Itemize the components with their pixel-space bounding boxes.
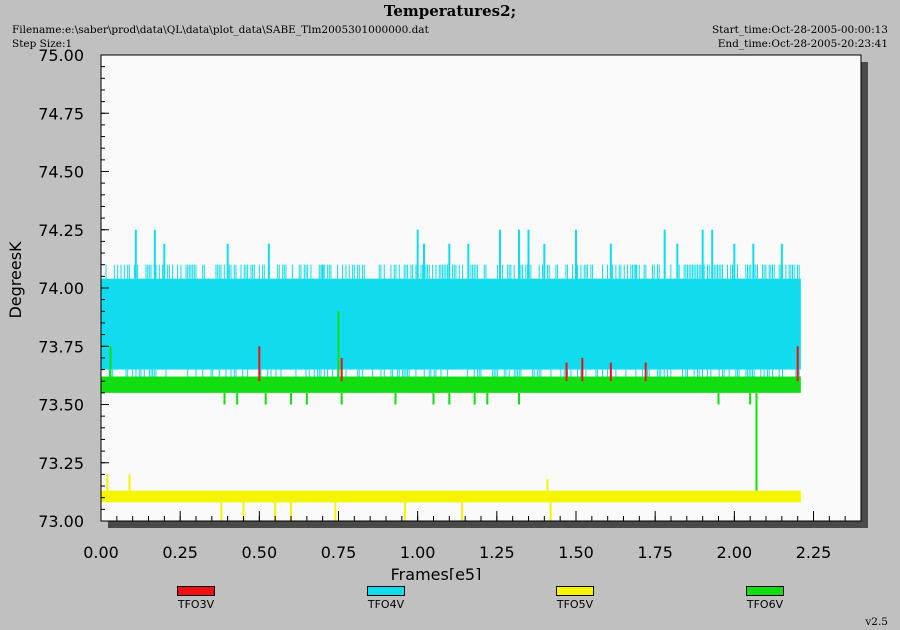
series-tfo4v — [100, 229, 801, 382]
y-tick-label: 73.00 — [38, 512, 84, 531]
x-tick-label: 1.00 — [400, 543, 436, 562]
series-band — [101, 490, 801, 503]
legend-item-tfo3v: TFO3V — [166, 586, 226, 611]
step-size-label: Step Size:1 — [12, 38, 73, 50]
filename-label: Filename:e:\saber\prod\data\QL\data\plot… — [12, 24, 429, 36]
legend-label: TFO6V — [746, 598, 784, 611]
y-axis-label: DegreesK — [6, 241, 25, 319]
series-tfo6v — [101, 311, 801, 491]
y-tick-label: 74.25 — [38, 221, 84, 240]
legend-swatch — [746, 586, 784, 596]
series-tfo3v — [258, 346, 799, 382]
x-tick-label: 0.00 — [83, 543, 119, 562]
legend-item-tfo6v: TFO6V — [735, 586, 795, 611]
chart-title: Temperatures2; — [383, 2, 517, 20]
y-tick-label: 74.50 — [38, 163, 84, 182]
x-tick-label: 0.25 — [162, 543, 198, 562]
y-tick-label: 75.00 — [38, 46, 84, 65]
legend-label: TFO4V — [367, 598, 405, 611]
chart-canvas: 73.00 73.25 73.50 73.75 74.00 74.25 74.50 74.75… — [6, 46, 868, 580]
chart-legend: TFO3V TFO4V TFO5V TFO6V — [0, 586, 900, 616]
start-time-label: Start_time:Oct-28-2005-00:00:13 — [711, 24, 888, 36]
y-tick-label: 73.50 — [38, 396, 84, 415]
y-tick-label: 74.00 — [38, 279, 84, 298]
series-band — [101, 376, 801, 393]
legend-label: TFO3V — [177, 598, 215, 611]
legend-item-tfo4v: TFO4V — [356, 586, 416, 611]
end-time-label: End_time:Oct-28-2005-20:23:41 — [717, 38, 888, 50]
y-tick-label: 73.25 — [38, 454, 84, 473]
legend-swatch — [177, 586, 215, 596]
legend-swatch — [367, 586, 405, 596]
legend-label: TFO5V — [556, 598, 594, 611]
y-tick-label: 73.75 — [38, 337, 84, 356]
legend-swatch — [556, 586, 594, 596]
x-tick-label: 1.50 — [558, 543, 594, 562]
x-tick-label: 2.25 — [796, 543, 832, 562]
x-tick-label: 1.25 — [479, 543, 515, 562]
y-tick-label: 74.75 — [38, 104, 84, 123]
x-tick-label: 1.75 — [637, 543, 673, 562]
x-axis-label: Frames[e5] — [391, 565, 482, 580]
x-tick-label: 0.50 — [242, 543, 278, 562]
series-band — [101, 278, 801, 370]
x-tick-label: 0.75 — [321, 543, 357, 562]
x-tick-label: 2.00 — [717, 543, 753, 562]
legend-item-tfo5v: TFO5V — [545, 586, 605, 611]
version-label: v2.5 — [865, 616, 888, 628]
